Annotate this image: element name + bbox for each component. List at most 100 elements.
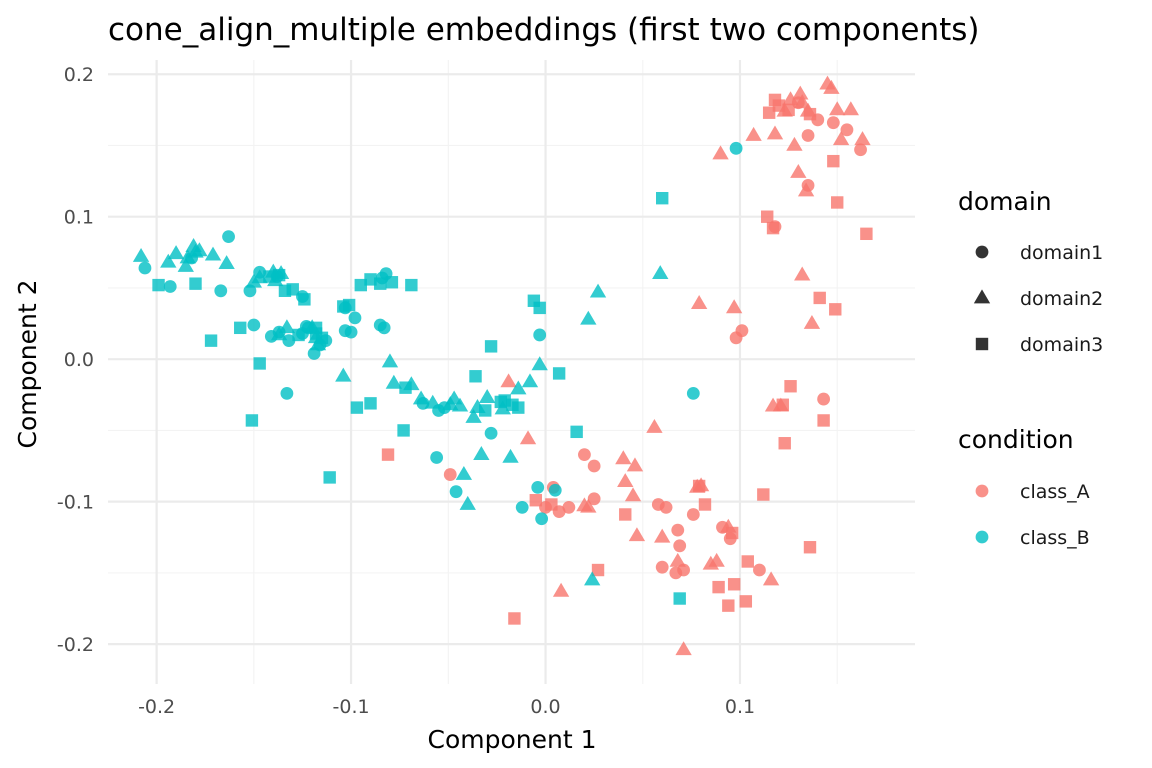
data-point <box>354 278 367 292</box>
data-point <box>552 582 570 597</box>
data-point <box>817 392 831 406</box>
data-point <box>617 473 634 488</box>
data-point <box>531 356 548 371</box>
data-point <box>786 136 803 151</box>
data-point <box>562 500 576 514</box>
y-tick-label: -0.2 <box>57 634 94 656</box>
data-point <box>187 243 204 258</box>
data-point <box>655 560 669 574</box>
data-point <box>430 451 444 464</box>
data-point <box>817 414 830 427</box>
data-point <box>348 311 362 325</box>
data-point <box>677 563 690 577</box>
data-point <box>646 418 663 433</box>
x-tick-label: 0.1 <box>725 696 755 718</box>
data-point <box>766 125 784 140</box>
data-point <box>745 126 762 141</box>
data-point <box>531 480 545 494</box>
legend-domain-key <box>975 245 989 259</box>
data-point <box>502 448 519 463</box>
data-point <box>826 116 840 130</box>
y-tick-label: 0.0 <box>64 349 94 371</box>
data-point <box>692 479 706 493</box>
data-point <box>167 245 185 260</box>
data-point <box>443 468 457 481</box>
data-point <box>373 318 387 332</box>
legend-domain-label: domain3 <box>1020 334 1103 356</box>
data-point <box>479 389 496 403</box>
data-point <box>725 299 743 314</box>
minor-gridlines <box>108 60 915 684</box>
x-axis-tick-labels: -0.2 -0.1 0.0 0.1 <box>138 696 755 718</box>
data-point <box>829 101 846 116</box>
data-point <box>854 131 871 146</box>
data-point <box>675 641 692 656</box>
data-point <box>163 280 177 293</box>
data-point <box>234 321 247 335</box>
data-point <box>753 563 766 577</box>
data-point <box>652 265 669 280</box>
data-point <box>484 340 498 353</box>
data-point <box>762 571 780 586</box>
data-point <box>762 106 776 119</box>
x-tick-label: -0.1 <box>333 696 370 718</box>
data-point <box>712 580 725 594</box>
legend-domain-key <box>973 289 991 304</box>
data-point <box>179 249 196 264</box>
data-point <box>712 145 729 160</box>
data-point <box>204 334 218 347</box>
data-point <box>659 500 673 514</box>
data-point <box>628 527 646 542</box>
legend-condition-key <box>975 530 989 544</box>
x-tick-label: -0.2 <box>138 696 175 718</box>
data-point <box>797 182 815 197</box>
y-axis-title: Component 2 <box>13 280 42 449</box>
data-point <box>570 425 583 439</box>
data-point <box>160 253 177 268</box>
data-point <box>270 326 288 341</box>
data-point <box>455 465 473 480</box>
data-point <box>548 483 562 497</box>
data-point <box>533 328 547 342</box>
data-point <box>624 487 642 502</box>
data-point <box>473 446 490 460</box>
data-point <box>831 196 844 209</box>
data-point <box>214 284 228 298</box>
data-point <box>500 373 517 388</box>
legend-domain-title: domain <box>958 187 1052 216</box>
data-point <box>535 512 549 526</box>
major-gridlines <box>108 60 915 684</box>
data-point <box>823 79 840 94</box>
legend-condition-title: condition <box>958 425 1074 454</box>
data-point <box>397 424 410 437</box>
data-point <box>323 471 336 484</box>
data-point <box>784 380 797 393</box>
data-point <box>580 498 597 513</box>
data-point <box>854 143 867 157</box>
data-point <box>842 101 859 116</box>
data-point <box>739 595 753 608</box>
data-point <box>292 328 305 342</box>
legend-domain-label: domain2 <box>1020 288 1103 310</box>
data-point <box>801 129 815 142</box>
data-point <box>794 266 811 281</box>
data-point <box>727 578 741 591</box>
data-point <box>138 261 152 275</box>
data-point <box>243 284 257 298</box>
data-point <box>829 303 842 316</box>
data-point <box>278 319 296 334</box>
data-point <box>298 293 311 306</box>
data-point <box>344 325 358 339</box>
chart-title: cone_align_multiple embeddings (first tw… <box>108 12 980 48</box>
data-point <box>385 276 399 289</box>
data-point <box>860 227 873 241</box>
legend-condition-key <box>975 484 989 498</box>
data-point <box>364 273 377 286</box>
data-point <box>364 397 377 410</box>
data-point <box>803 107 817 121</box>
data-point <box>761 210 774 223</box>
data-point <box>729 331 743 345</box>
data-point <box>813 291 826 305</box>
data-point <box>726 526 739 540</box>
